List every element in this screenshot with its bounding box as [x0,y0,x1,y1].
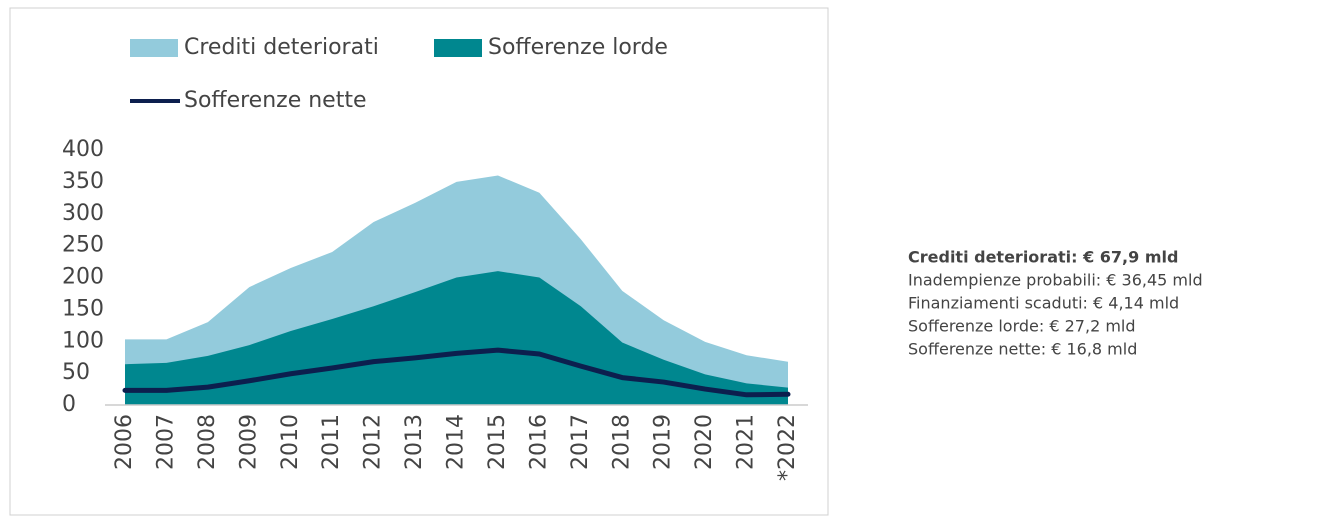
line [122,347,791,398]
x-tick-label: *2022 [775,414,800,481]
annotation: Finanziamenti scaduti: € 4,14 mld [908,294,1179,313]
y-tick-label: 350 [62,169,104,194]
annotation: Inadempienze probabili: € 36,45 mld [908,271,1203,290]
y-tick-label: 150 [62,296,104,321]
annotation: Sofferenze lorde: € 27,2 mld [908,317,1136,336]
x-tick-label: 2008 [195,414,220,470]
annotation: Crediti deteriorati: € 67,9 mld [908,248,1178,267]
x-tick-label: 2009 [236,414,261,470]
x-tick-label: 2014 [444,414,469,470]
annotation: Sofferenze nette: € 16,8 mld [908,340,1137,359]
x-tick-label: 2018 [609,414,634,470]
legend-label: Sofferenze nette [184,88,367,113]
x-tick-label: 2017 [568,414,593,470]
y-tick-label: 200 [62,265,104,290]
x-tick-label: 2011 [319,414,344,470]
legend-label: Sofferenze lorde [488,35,668,60]
x-tick-label: 2019 [651,414,676,470]
y-tick-label: 0 [62,392,76,417]
legend-swatch [130,39,178,57]
chart-border [9,7,829,516]
y-tick-label: 400 [62,137,104,162]
x-tick-label: 2013 [402,414,427,470]
x-tick-label: 2016 [526,414,551,470]
x-tick-label: 2007 [153,414,178,470]
x-tick-label: 2015 [485,414,510,470]
y-tick-label: 250 [62,233,104,258]
y-tick-label: 100 [62,328,104,353]
x-tick-label: 2021 [734,414,759,470]
legend-swatch [434,39,482,57]
x-tick-label: 2010 [278,414,303,470]
legend-label: Crediti deteriorati [184,35,379,60]
x-tick-label: 2012 [361,414,386,470]
y-tick-label: 50 [62,360,90,385]
x-tick-label: 2006 [112,414,137,470]
y-tick-label: 300 [62,201,104,226]
x-tick-label: 2020 [692,414,717,470]
